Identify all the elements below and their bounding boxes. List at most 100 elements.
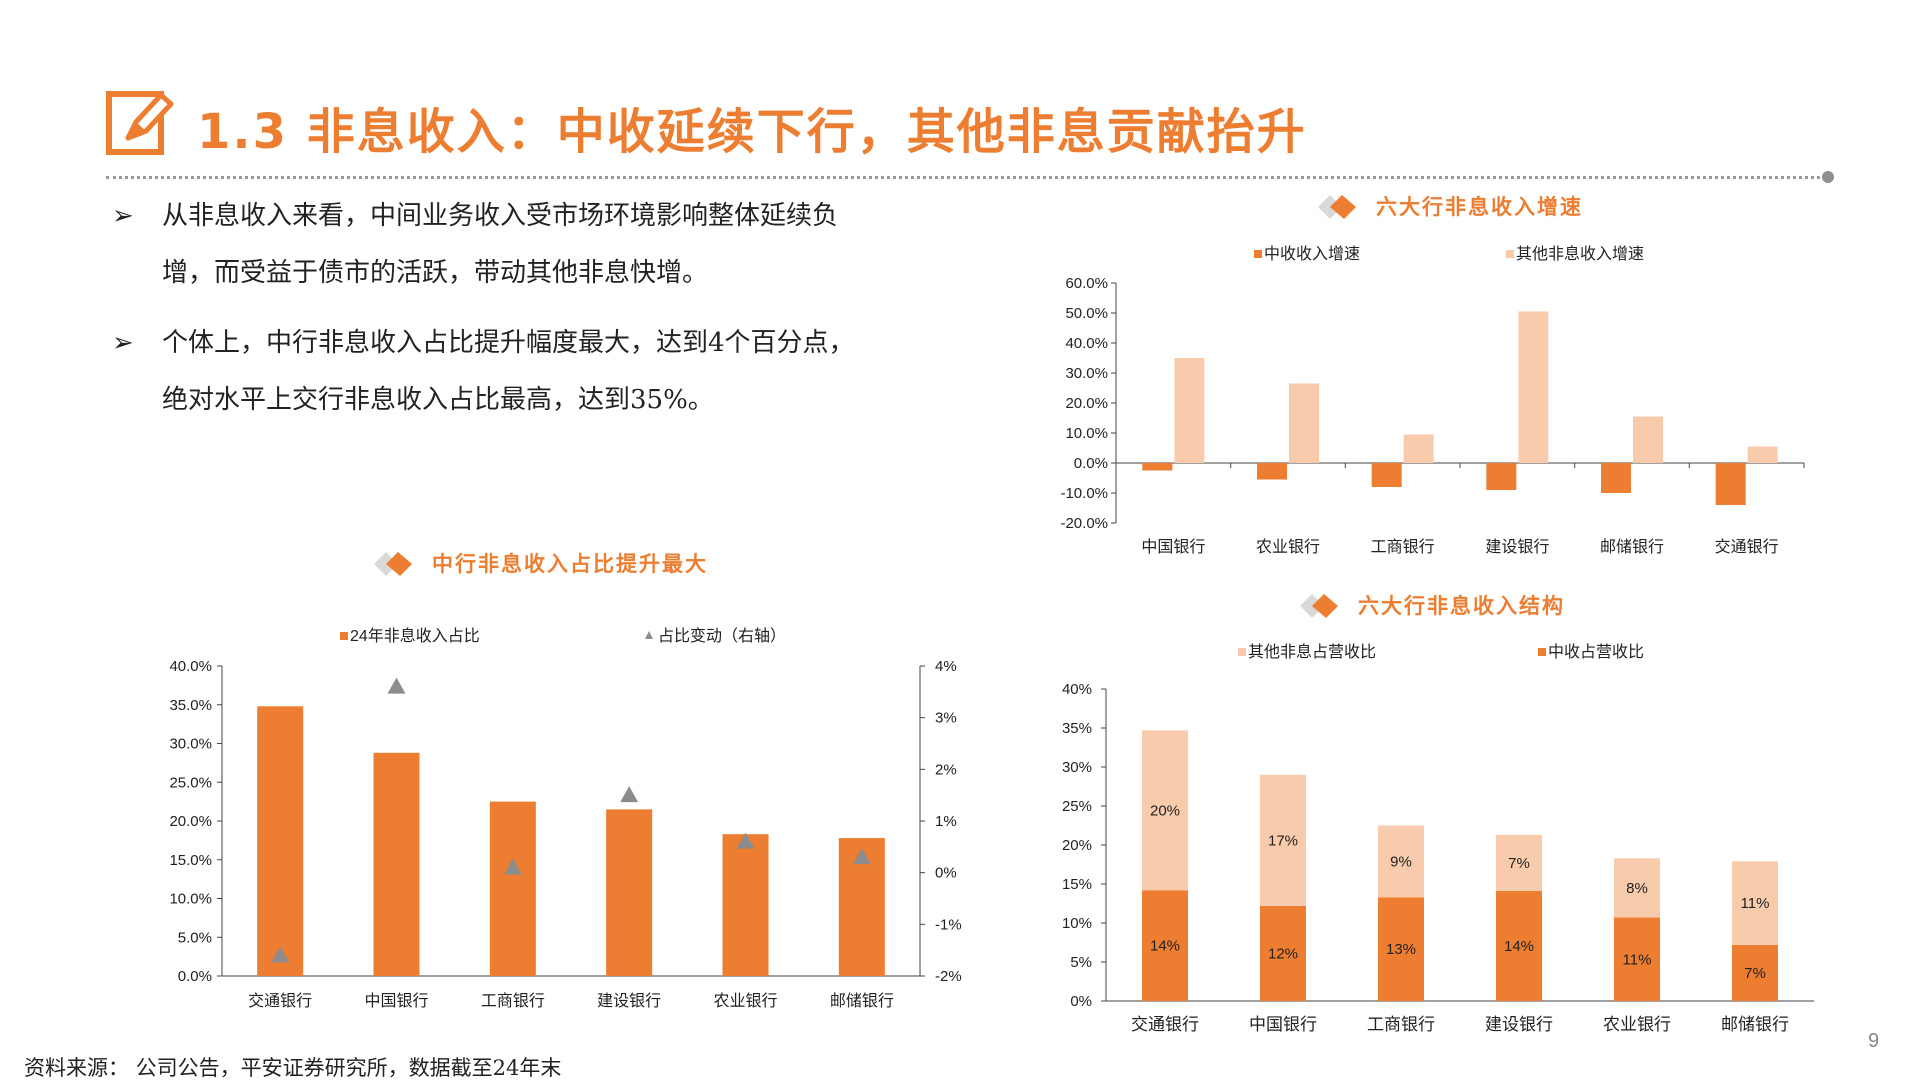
y-tick-label: 10.0% <box>1065 425 1108 442</box>
data-label: 11% <box>1741 895 1770 912</box>
y2-tick-label: -2% <box>935 968 962 985</box>
y-tick-label: 60.0% <box>1065 275 1108 292</box>
bullet-arrow-icon: ➢ <box>112 328 134 358</box>
legend-label: 占比变动（右轴） <box>658 627 786 645</box>
y-tick-label: 0% <box>1070 993 1092 1010</box>
x-tick-label: 工商银行 <box>481 992 545 1010</box>
y-tick-label: 15.0% <box>169 852 212 869</box>
x-tick-label: 农业银行 <box>1603 1015 1671 1034</box>
bar-fee-income-share <box>1142 890 1188 1001</box>
bar-fee-income-growth <box>1601 463 1631 493</box>
data-label: 8% <box>1626 880 1648 897</box>
x-tick-label: 交通银行 <box>248 992 312 1010</box>
bar-other-income-growth <box>1403 434 1434 463</box>
legend-swatch <box>1506 250 1514 258</box>
bar-fee-income-share <box>1732 944 1778 1001</box>
y-tick-label: 20.0% <box>169 813 212 830</box>
bar-fee-income-growth <box>1142 463 1173 471</box>
x-tick-label: 邮储银行 <box>1721 1015 1789 1034</box>
tag-icon <box>374 552 412 576</box>
data-label: 20% <box>1150 802 1180 819</box>
bar-other-income-share <box>1142 730 1188 891</box>
x-tick-label: 农业银行 <box>1256 538 1320 556</box>
x-tick-label: 中国银行 <box>1249 1015 1317 1034</box>
y-tick-label: 35.0% <box>169 697 212 714</box>
data-label: 14% <box>1504 938 1534 955</box>
y-tick-label: 40% <box>1062 681 1092 698</box>
y-tick-label: 40.0% <box>169 658 212 675</box>
x-tick-label: 交通银行 <box>1715 538 1779 556</box>
bar-noninterest-ratio <box>606 809 653 976</box>
edit-icon <box>106 91 174 155</box>
bar-other-income-share <box>1614 858 1660 918</box>
bar-other-income-share <box>1378 825 1424 898</box>
legend-marker <box>645 631 653 639</box>
y-tick-label: 20.0% <box>1065 395 1108 412</box>
x-tick-label: 中国银行 <box>364 992 428 1010</box>
triangle-marker <box>271 946 290 963</box>
bar-other-income-growth <box>1633 416 1663 463</box>
bar-fee-income-growth <box>1486 463 1517 490</box>
bar-fee-income-growth <box>1257 463 1287 480</box>
y-tick-label: 0.0% <box>1074 455 1108 472</box>
data-label: 17% <box>1268 832 1298 849</box>
triangle-marker <box>736 832 755 849</box>
data-label: 7% <box>1744 965 1766 982</box>
triangle-marker <box>387 677 406 694</box>
data-label: 7% <box>1508 855 1530 872</box>
bullet-line: 从非息收入来看，中间业务收入受市场环境影响整体延续负 <box>162 201 839 231</box>
chart-title: 六大行非息收入增速 <box>1376 195 1583 219</box>
bar-noninterest-ratio <box>722 834 769 976</box>
y-tick-label: 10.0% <box>169 891 212 908</box>
x-tick-label: 建设银行 <box>1485 538 1549 556</box>
tag-icon <box>1318 195 1356 219</box>
page-number: 9 <box>1868 1030 1880 1052</box>
y-tick-label: 30% <box>1062 759 1092 776</box>
y2-tick-label: 0% <box>935 865 957 882</box>
data-label: 13% <box>1386 941 1416 958</box>
legend-swatch <box>340 632 348 640</box>
bullet-line: 增，而受益于债市的活跃，带动其他非息快增。 <box>162 258 709 288</box>
triangle-marker <box>620 786 639 803</box>
x-tick-label: 建设银行 <box>1485 1015 1553 1034</box>
data-label: 9% <box>1390 853 1412 870</box>
growth-chart: 60.0% 50.0% 40.0% 30.0% 20.0% 10.0% 0.0% -10.0%… <box>1060 245 1805 556</box>
x-tick-label: 建设银行 <box>597 992 661 1010</box>
y-tick-label: 0.0% <box>178 968 212 985</box>
legend-label: 其他非息占营收比 <box>1248 643 1376 661</box>
y2-tick-label: 3% <box>935 710 957 727</box>
y-tick-label: 25.0% <box>169 774 212 791</box>
y-tick-label: 30.0% <box>169 736 212 753</box>
x-tick-label: 中国银行 <box>1141 538 1205 556</box>
bar-noninterest-ratio <box>373 752 420 976</box>
bar-fee-income-growth <box>1715 463 1746 505</box>
bar-noninterest-ratio <box>257 706 304 976</box>
y2-tick-label: 4% <box>935 658 957 675</box>
tag-icon <box>1300 594 1338 618</box>
page-title: 1.3 非息收入：中收延续下行，其他非息贡献抬升 <box>197 104 1307 160</box>
legend-label: 中收占营收比 <box>1548 643 1644 661</box>
y2-tick-label: -1% <box>935 916 962 933</box>
legend-swatch <box>1254 250 1262 258</box>
x-tick-label: 邮储银行 <box>1600 538 1664 556</box>
data-label: 14% <box>1150 938 1180 955</box>
legend-label: 其他非息收入增速 <box>1516 245 1644 263</box>
y-tick-label: 10% <box>1062 915 1092 932</box>
y-tick-label: 30.0% <box>1065 365 1108 382</box>
y-tick-label: 40.0% <box>1065 335 1108 352</box>
triangle-marker <box>852 848 871 865</box>
y-tick-label: 5.0% <box>178 929 212 946</box>
bar-other-income-share <box>1260 774 1306 906</box>
y-tick-label: -20.0% <box>1060 515 1108 532</box>
divider-dot <box>1822 171 1834 183</box>
legend-label: 中收收入增速 <box>1264 245 1360 263</box>
bar-fee-income-share <box>1378 897 1424 1001</box>
x-tick-label: 工商银行 <box>1367 1015 1435 1034</box>
bullet-line: 绝对水平上交行非息收入占比最高，达到35%。 <box>162 385 714 415</box>
bar-other-income-share <box>1496 834 1542 892</box>
y-tick-label: 20% <box>1062 837 1092 854</box>
y-tick-label: -10.0% <box>1060 485 1108 502</box>
bullet-line: 个体上，中行非息收入占比提升幅度最大，达到4个百分点， <box>162 328 855 358</box>
bar-other-income-growth <box>1518 311 1549 463</box>
data-label: 12% <box>1268 945 1298 962</box>
